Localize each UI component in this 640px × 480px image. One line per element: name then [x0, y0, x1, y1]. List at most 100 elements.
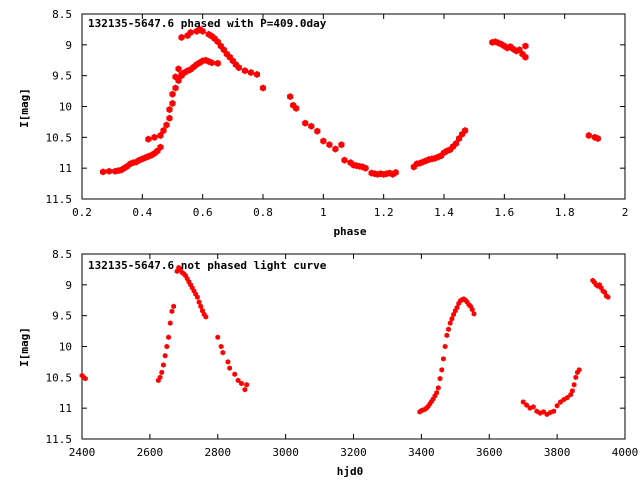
phased-data-point [522, 42, 529, 50]
unphased-x-ticks: 2400 2600 2800 3000 3200 3400 3600 3800 4000 [69, 254, 639, 459]
unphased-x-tick-label: 4000 [612, 446, 639, 459]
unphased-data-point [437, 375, 443, 382]
phased-data-point [145, 135, 152, 143]
phased-data-point [175, 65, 182, 73]
unphased-y-tick-label: 10 [59, 341, 72, 354]
phased-chart-title: 132135-5647.6 phased with P=409.0day [88, 17, 327, 30]
phased-data-point [308, 122, 315, 130]
phased-data-point [392, 168, 399, 177]
unphased-data-point [171, 303, 177, 310]
unphased-data-point [524, 402, 529, 408]
phased-x-tick-label: 1.4 [434, 206, 454, 219]
unphased-data-point [167, 320, 173, 326]
unphased-data-point [435, 385, 441, 391]
unphased-data-point [554, 402, 560, 409]
unphased-x-tick-label: 3000 [272, 446, 299, 459]
phased-data-point [287, 93, 294, 101]
phased-data-point [169, 99, 176, 107]
unphased-y-tick-label: 9 [65, 279, 72, 292]
unphased-data-points [79, 264, 611, 418]
phased-data-point [100, 168, 107, 176]
unphased-data-point [454, 304, 460, 311]
phased-x-axis-label: phase [333, 225, 366, 238]
unphased-data-point [83, 375, 88, 382]
unphased-data-point [576, 367, 582, 373]
unphased-data-point [439, 367, 445, 373]
unphased-data-point [203, 314, 209, 320]
unphased-data-point [471, 311, 477, 317]
phased-light-curve-panel: 0.2 0.4 0.6 0.8 1 1.2 1.4 1.6 1.8 2 8.5 9 9.5 10 10.5… [18, 8, 628, 238]
phased-y-tick-label: 11.5 [46, 193, 73, 206]
unphased-x-tick-label: 3600 [476, 446, 503, 459]
unphased-x-axis-label: hjd0 [337, 465, 364, 478]
unphased-data-point [446, 326, 451, 332]
unphased-y-tick-label: 10.5 [46, 371, 73, 384]
unphased-data-point [530, 404, 536, 410]
phased-x-tick-label: 0.6 [193, 206, 213, 219]
phased-data-point [338, 141, 345, 149]
unphased-data-point [573, 374, 579, 381]
unphased-data-point [225, 359, 231, 365]
unphased-data-point [444, 332, 450, 339]
unphased-y-tick-label: 11.5 [46, 433, 73, 446]
unphased-data-point [605, 294, 611, 300]
phased-data-point [341, 156, 348, 164]
phased-data-point [208, 59, 215, 67]
phased-data-point [462, 127, 469, 135]
unphased-data-point [235, 377, 241, 384]
unphased-data-point [520, 399, 526, 405]
phased-data-point [178, 70, 185, 78]
phased-y-tick-label: 10.5 [46, 131, 73, 144]
phased-data-point [302, 119, 309, 127]
phased-y-tick-label: 10 [59, 101, 72, 114]
phased-data-point [320, 137, 327, 145]
unphased-x-tick-label: 3200 [340, 446, 367, 459]
phased-data-point [160, 127, 167, 135]
phased-data-point [362, 164, 369, 172]
phased-data-point [199, 27, 206, 35]
unphased-data-point [239, 380, 244, 387]
phased-y-ticks: 8.5 9 9.5 10 10.5 11 11.5 [46, 8, 625, 206]
unphased-x-tick-label: 2800 [205, 446, 232, 459]
unphased-data-point [570, 388, 575, 394]
unphased-data-point [169, 308, 175, 315]
unphased-chart-title: 132135-5647.6 not phased light curve [88, 259, 327, 272]
phased-data-point [314, 127, 321, 135]
phased-data-point [172, 73, 179, 81]
unphased-data-point [161, 362, 166, 368]
phased-y-tick-label: 9.5 [52, 70, 72, 83]
phased-x-tick-label: 0.4 [132, 206, 152, 219]
phased-data-point [326, 141, 333, 149]
unphased-data-point [198, 303, 204, 310]
phased-x-tick-label: 1.2 [374, 206, 394, 219]
unphased-data-point [449, 316, 455, 322]
phased-data-point [522, 53, 529, 61]
phased-data-point [157, 143, 164, 151]
phased-data-point [214, 59, 221, 67]
phased-data-point [106, 167, 113, 175]
unphased-data-point [157, 374, 163, 381]
unphased-data-point [159, 369, 165, 376]
unphased-data-point [232, 371, 238, 377]
unphased-light-curve-panel: 2400 2600 2800 3000 3200 3400 3600 3800 4000 8.5… [18, 248, 638, 478]
unphased-data-point [242, 386, 248, 393]
unphased-x-tick-label: 2400 [69, 446, 96, 459]
phased-data-point [293, 104, 300, 112]
unphased-data-point [441, 356, 446, 362]
phased-x-tick-label: 1 [320, 206, 327, 219]
phased-y-axis-label: I[mag] [18, 88, 31, 128]
unphased-x-tick-label: 3800 [544, 446, 571, 459]
phased-y-tick-label: 8.5 [52, 8, 72, 21]
unphased-data-point [164, 343, 170, 350]
unphased-data-point [166, 334, 171, 340]
unphased-data-point [244, 381, 249, 388]
phased-x-tick-label: 0.8 [253, 206, 273, 219]
phased-data-point [166, 114, 173, 122]
phased-data-point [187, 28, 194, 37]
unphased-y-axis-label: I[mag] [18, 327, 31, 367]
unphased-data-point [218, 343, 224, 350]
unphased-y-tick-label: 9.5 [52, 310, 72, 323]
phased-data-point [332, 145, 339, 153]
phased-y-tick-label: 9 [65, 39, 72, 52]
